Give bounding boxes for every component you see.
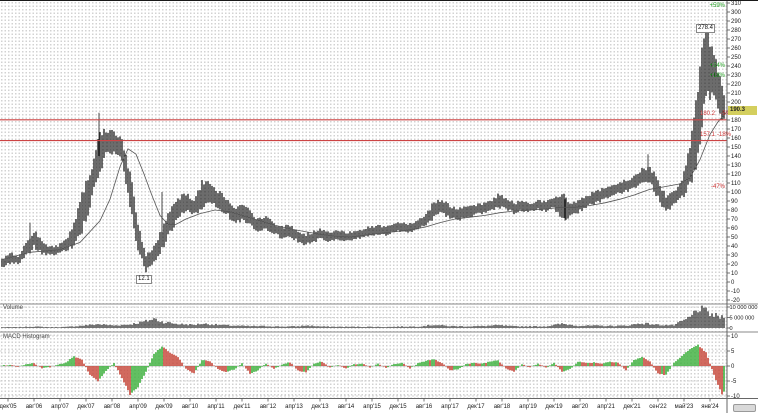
price-tick-label: 150 [731, 145, 742, 151]
last-price-tag: 190.3 [728, 106, 757, 115]
scrollbar-thumb[interactable] [733, 404, 756, 412]
date-tick-label: апр'07 [51, 404, 69, 410]
date-tick-label: дек'11 [234, 404, 252, 410]
price-tick-label: 60 [731, 226, 738, 232]
price-tick-label: 290 [731, 19, 742, 25]
price-tick-label: 220 [731, 82, 742, 88]
price-tick-label: 70 [731, 217, 738, 223]
price-tick-label: 240 [731, 64, 742, 70]
price-tick-label: 230 [731, 73, 742, 79]
macd-histogram [1, 344, 725, 395]
macd-tick-label: 10 [731, 334, 738, 340]
volume-series [1, 305, 725, 328]
level-pct-label: -18% [716, 131, 731, 138]
price-tick-label: 40 [731, 244, 738, 250]
date-tick-label: дек'19 [545, 404, 563, 410]
support-level-lines [0, 119, 727, 142]
date-tick-label: авг'20 [572, 404, 589, 410]
date-tick-label: дек'07 [77, 404, 95, 410]
macd-tick-label: -5 [731, 379, 737, 385]
price-tick-label: 280 [731, 28, 742, 34]
date-tick-label: сен'22 [649, 404, 667, 410]
price-tick-label: 0 [731, 280, 735, 286]
pane-gridlines [0, 306, 727, 397]
price-tick-label: 130 [731, 163, 742, 169]
date-tick-label: май'23 [675, 403, 694, 410]
macd-tick-label: 0 [731, 364, 735, 370]
price-tick-label: 90 [731, 199, 738, 205]
date-tick-label: авг'16 [416, 404, 433, 410]
date-tick-label: дек'09 [155, 404, 173, 410]
date-tick-label: дек'17 [467, 404, 485, 410]
date-tick-label: дек'13 [311, 404, 329, 410]
date-tick-label: апр'13 [285, 404, 303, 410]
pct-marker-label: +18% [709, 72, 725, 79]
price-tick-label: 100 [731, 190, 742, 196]
date-tick-label: авг'18 [494, 404, 511, 410]
volume-tick-label: 10 000 000 [730, 305, 758, 311]
date-tick-label: авг'08 [104, 404, 121, 410]
price-tick-label: 270 [731, 37, 742, 43]
price-tick-label: -10 [731, 289, 740, 295]
price-tick-label: 160 [731, 136, 742, 142]
date-tick-label: апр'17 [441, 404, 459, 410]
date-tick-label: апр'21 [597, 404, 615, 410]
price-tick-label: 10 [731, 271, 738, 277]
date-tick-label: янв'24 [701, 404, 719, 410]
price-tick-label: 200 [731, 100, 742, 106]
price-tick-label: 210 [731, 91, 742, 97]
level-price-label: 180.2 [699, 110, 715, 117]
date-tick-label: авг'14 [338, 404, 355, 410]
macd-tick-label: 5 [731, 349, 735, 355]
high-price-tag: 278.4 [696, 24, 716, 33]
date-tick-label: апр'15 [363, 404, 381, 410]
price-tick-label: -20 [731, 298, 740, 304]
volume-tick-label: 5 000 000 [730, 316, 755, 322]
price-tick-label: 300 [731, 10, 742, 16]
price-tick-label: 140 [731, 154, 742, 160]
price-tick-label: 80 [731, 208, 738, 214]
date-tick-label: авг'10 [182, 404, 199, 410]
price-tick-label: 310 [731, 1, 742, 7]
price-tick-label: 180 [731, 118, 742, 124]
price-tick-label: 170 [731, 127, 742, 133]
pct-marker-label: +24% [709, 62, 725, 69]
date-tick-label: авг'06 [26, 404, 43, 410]
price-tick-label: 120 [731, 172, 742, 178]
macd-tick-label: -10 [731, 394, 740, 400]
volume-tick-label: 0 [730, 326, 733, 332]
volume-pane-label: Volume [3, 305, 24, 311]
pct-marker-label: +59% [709, 2, 725, 9]
price-tick-label: 20 [731, 262, 738, 268]
price-tick-label: 110 [731, 181, 741, 187]
pct-marker-label: -47% [710, 184, 725, 191]
moving-average-line [1, 112, 727, 260]
macd-pane-label: MACD Histogram [3, 334, 50, 340]
date-tick-label: дек'15 [389, 404, 407, 410]
date-tick-label: авг'12 [260, 404, 277, 410]
date-tick-label: апр'09 [129, 404, 147, 410]
date-tick-label: апр'19 [519, 404, 537, 410]
level-price-label: 157.1 [699, 131, 715, 138]
date-tick-label: апр'11 [207, 404, 225, 410]
level-pct-label: -5% [720, 110, 731, 117]
low-price-tag: 12.1 [136, 275, 152, 284]
date-tick-label: дек'21 [623, 404, 641, 410]
date-tick-label: дек'05 [0, 404, 17, 410]
price-tick-label: 250 [731, 55, 742, 61]
price-tick-label: 50 [731, 235, 738, 241]
price-tick-label: 260 [731, 46, 742, 52]
price-tick-label: 30 [731, 253, 738, 259]
